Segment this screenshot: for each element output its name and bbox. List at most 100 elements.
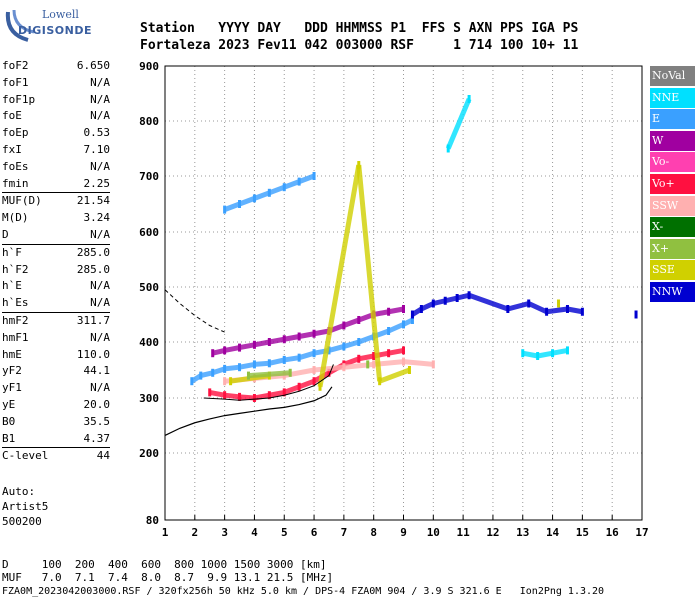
- y-tick-label: 800: [139, 115, 159, 128]
- echo-trace: [373, 309, 390, 317]
- station-header: Station YYYY DAY DDD HHMMSS P1 FFS S AXN…: [140, 20, 578, 54]
- legend-item: SSW: [650, 195, 695, 216]
- param-row: yF2 44.1: [2, 363, 110, 380]
- echo-point: [402, 305, 405, 313]
- echo-trace: [212, 347, 226, 356]
- param-name: fxI: [2, 142, 22, 156]
- echo-point: [366, 360, 370, 369]
- param-value: N/A: [90, 279, 110, 293]
- x-tick-label: 1: [162, 526, 169, 539]
- y-tick-label: 500: [139, 281, 159, 294]
- echo-trace: [313, 364, 345, 373]
- param-name: foF1p: [2, 92, 36, 106]
- y-tick-label: 80: [146, 514, 159, 527]
- echo-trace: [200, 370, 214, 379]
- legend-item: X-: [650, 217, 695, 238]
- logo-swoosh: [5, 9, 35, 42]
- x-tick-label: 4: [251, 526, 258, 539]
- param-value: 6.650: [76, 59, 110, 72]
- echo-trace: [358, 353, 375, 362]
- x-tick-label: 17: [635, 526, 648, 539]
- echo-trace: [268, 184, 286, 196]
- echo-point: [565, 346, 569, 355]
- muf-distance-row: D 100 200 400 600 800 1000 1500 3000 [km…: [2, 558, 327, 571]
- param-value: 7.10: [83, 142, 111, 156]
- y-tick-label: 600: [139, 226, 159, 239]
- param-row: B1 4.37: [2, 431, 110, 448]
- echo-trace: [283, 334, 300, 342]
- param-row: yF1 N/A: [2, 380, 110, 397]
- echo-trace: [253, 190, 271, 201]
- param-value: 4.37: [83, 431, 111, 445]
- param-row: fxI 7.10: [2, 142, 110, 159]
- legend-item: X+: [650, 238, 695, 259]
- legend-item: NoVal: [650, 66, 695, 86]
- param-row: D N/A: [2, 227, 110, 244]
- echo-trace: [253, 339, 270, 348]
- param-value: 20.0: [83, 397, 111, 411]
- param-value: 0.53: [83, 126, 111, 140]
- echo-trace: [254, 360, 270, 367]
- legend-item: SSE: [650, 260, 695, 281]
- x-tick-label: 10: [427, 526, 440, 539]
- x-tick-label: 11: [457, 526, 471, 539]
- auto-software: Artist5: [2, 500, 49, 513]
- param-row: MUF(D) 21.54: [2, 192, 110, 210]
- param-row: M(D) 3.24: [2, 210, 110, 227]
- param-value: 2.25: [83, 176, 111, 190]
- echo-trace: [317, 164, 362, 388]
- param-name: yF1: [2, 381, 22, 395]
- echo-trace: [223, 201, 241, 212]
- param-value: N/A: [90, 109, 110, 123]
- y-tick-label: 200: [139, 447, 159, 460]
- param-value: 110.0: [76, 347, 110, 361]
- echo-trace: [239, 342, 255, 351]
- param-row: B0 35.5: [2, 414, 110, 431]
- echo-trace: [357, 334, 375, 345]
- echo-trace: [298, 331, 315, 339]
- param-name: foF2: [2, 59, 29, 72]
- echo-trace: [567, 306, 583, 315]
- echo-trace: [224, 392, 240, 400]
- param-value: N/A: [90, 92, 110, 106]
- autoscaling-info: Auto: Artist5 500200: [2, 484, 48, 529]
- scaled-parameters: foF2 6.650 foF1 N/A foF1p N/A foE N/A foEp 0.53 fx…: [2, 58, 110, 465]
- echo-trace: [456, 292, 470, 301]
- x-tick-label: 13: [516, 526, 529, 539]
- echo-trace: [283, 179, 301, 190]
- param-value: 3.24: [83, 211, 111, 225]
- param-row: fmin 2.25: [2, 176, 110, 193]
- legend-item: Vo+: [650, 173, 695, 194]
- echo-trace: [298, 173, 315, 184]
- profile-curve: [164, 386, 333, 436]
- x-tick-label: 12: [486, 526, 499, 539]
- param-value: N/A: [90, 75, 110, 89]
- header-labels: Station YYYY DAY DDD HHMMSS P1 FFS S AXN…: [140, 21, 579, 36]
- y-tick-label: 400: [139, 336, 159, 349]
- legend-item: W: [650, 130, 695, 151]
- param-name: h`Es: [2, 296, 29, 310]
- param-row: foE N/A: [2, 108, 110, 125]
- x-tick-label: 16: [606, 526, 620, 539]
- echo-trace: [238, 196, 256, 207]
- x-tick-label: 7: [341, 526, 348, 539]
- param-value: N/A: [90, 227, 110, 241]
- param-value: 311.7: [76, 313, 110, 327]
- param-row: hmF2 311.7: [2, 311, 110, 330]
- echo-trace: [420, 301, 435, 312]
- echo-point: [557, 299, 561, 308]
- echo-trace: [403, 359, 434, 367]
- param-name: hmF1: [2, 330, 29, 344]
- param-value: N/A: [90, 159, 110, 173]
- param-name: h`F2: [2, 262, 29, 276]
- y-tick-label: 700: [139, 170, 159, 183]
- echo-point: [402, 346, 405, 355]
- muf-table: D 100 200 400 600 800 1000 1500 3000 [km…: [2, 558, 333, 584]
- echo-trace: [432, 298, 446, 306]
- param-value: 44.1: [83, 364, 111, 378]
- echo-trace: [268, 357, 285, 366]
- param-name: C-level: [2, 449, 49, 463]
- auto-label: Auto:: [2, 485, 36, 498]
- auto-version: 500200: [2, 515, 42, 528]
- echo-trace: [552, 347, 568, 356]
